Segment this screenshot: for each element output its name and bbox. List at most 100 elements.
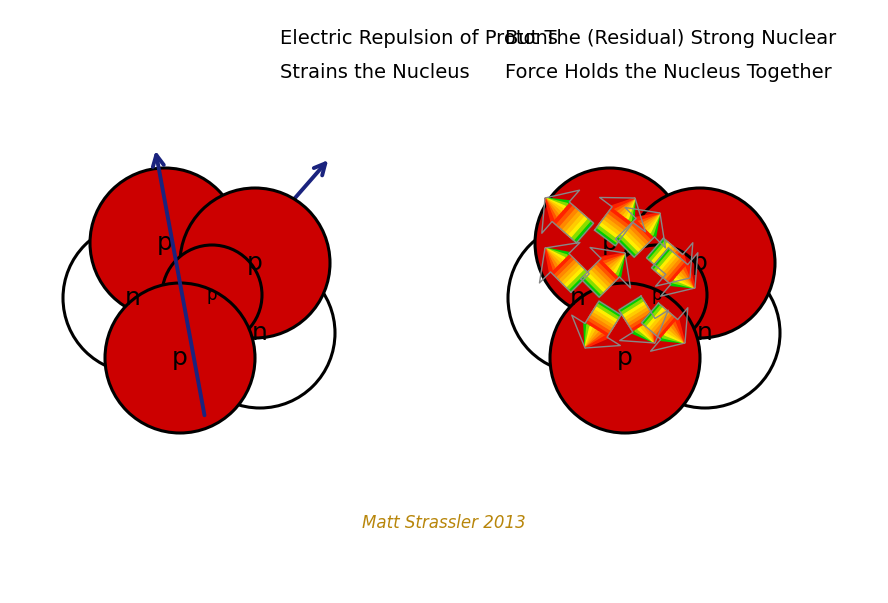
Text: Force Holds the Nucleus Together: Force Holds the Nucleus Together <box>505 63 832 83</box>
Text: n: n <box>570 286 586 310</box>
Polygon shape <box>662 256 680 278</box>
Polygon shape <box>626 308 650 324</box>
Polygon shape <box>606 253 625 265</box>
Polygon shape <box>545 198 553 223</box>
Circle shape <box>550 283 700 433</box>
Polygon shape <box>669 262 687 285</box>
Polygon shape <box>545 198 570 204</box>
Polygon shape <box>585 324 590 348</box>
Polygon shape <box>635 329 655 343</box>
Polygon shape <box>545 248 552 273</box>
Polygon shape <box>564 213 584 235</box>
Polygon shape <box>635 213 660 220</box>
Polygon shape <box>659 254 678 276</box>
Polygon shape <box>593 264 614 285</box>
Polygon shape <box>598 301 621 318</box>
Polygon shape <box>646 308 666 329</box>
Circle shape <box>162 245 262 345</box>
Polygon shape <box>610 253 625 270</box>
Circle shape <box>535 168 685 318</box>
Polygon shape <box>677 259 690 278</box>
Polygon shape <box>545 198 566 209</box>
Polygon shape <box>617 198 635 212</box>
Polygon shape <box>615 253 625 276</box>
Polygon shape <box>594 307 617 323</box>
Text: p: p <box>247 251 263 275</box>
Polygon shape <box>623 229 645 250</box>
Polygon shape <box>545 198 559 217</box>
Polygon shape <box>676 318 685 343</box>
Polygon shape <box>591 312 614 329</box>
Polygon shape <box>686 264 695 288</box>
Polygon shape <box>651 311 670 333</box>
Polygon shape <box>681 269 695 288</box>
Polygon shape <box>650 213 660 235</box>
Polygon shape <box>586 271 607 292</box>
Polygon shape <box>614 198 635 210</box>
Polygon shape <box>644 305 663 327</box>
Polygon shape <box>659 248 678 270</box>
Text: p: p <box>602 231 618 255</box>
Polygon shape <box>618 234 639 254</box>
Polygon shape <box>630 313 654 329</box>
Polygon shape <box>632 331 655 343</box>
Polygon shape <box>606 213 629 231</box>
Polygon shape <box>545 248 567 257</box>
Polygon shape <box>589 315 613 332</box>
Polygon shape <box>568 271 590 292</box>
Polygon shape <box>638 327 655 343</box>
Polygon shape <box>555 204 575 227</box>
Polygon shape <box>666 260 686 282</box>
Polygon shape <box>603 253 625 263</box>
Polygon shape <box>619 296 643 313</box>
Polygon shape <box>566 269 587 289</box>
Circle shape <box>630 258 780 408</box>
Polygon shape <box>545 248 570 255</box>
Polygon shape <box>553 256 574 277</box>
Polygon shape <box>651 242 670 264</box>
Polygon shape <box>684 267 695 288</box>
Polygon shape <box>551 253 572 274</box>
Text: Electric Repulsion of Protons: Electric Repulsion of Protons <box>280 28 558 48</box>
Circle shape <box>105 283 255 433</box>
Polygon shape <box>663 259 683 280</box>
Polygon shape <box>601 218 624 237</box>
Polygon shape <box>640 213 660 225</box>
Polygon shape <box>581 276 602 297</box>
Polygon shape <box>591 266 612 287</box>
Text: Matt Strassler 2013: Matt Strassler 2013 <box>362 514 526 532</box>
Polygon shape <box>672 280 695 288</box>
Polygon shape <box>653 213 660 238</box>
Polygon shape <box>641 326 655 343</box>
Polygon shape <box>545 198 563 212</box>
Polygon shape <box>650 320 655 343</box>
Polygon shape <box>599 259 620 279</box>
Polygon shape <box>656 252 676 274</box>
Polygon shape <box>545 198 556 219</box>
Polygon shape <box>670 327 685 343</box>
Polygon shape <box>664 332 685 343</box>
Polygon shape <box>656 315 675 337</box>
Text: Strains the Nucleus: Strains the Nucleus <box>280 63 470 83</box>
Polygon shape <box>643 213 660 228</box>
Polygon shape <box>545 248 562 263</box>
Polygon shape <box>585 330 599 348</box>
Polygon shape <box>658 318 678 339</box>
Polygon shape <box>653 318 656 343</box>
Circle shape <box>185 258 335 408</box>
Polygon shape <box>545 248 555 270</box>
Polygon shape <box>654 250 673 272</box>
Polygon shape <box>607 210 630 229</box>
Polygon shape <box>671 324 685 343</box>
Text: p: p <box>172 346 188 370</box>
Polygon shape <box>600 253 625 260</box>
Polygon shape <box>592 309 615 326</box>
Polygon shape <box>644 323 655 343</box>
Polygon shape <box>646 213 660 230</box>
Polygon shape <box>665 273 690 278</box>
Polygon shape <box>545 248 557 268</box>
Polygon shape <box>661 250 680 273</box>
Polygon shape <box>625 198 635 219</box>
Polygon shape <box>663 253 683 274</box>
Polygon shape <box>622 198 635 217</box>
